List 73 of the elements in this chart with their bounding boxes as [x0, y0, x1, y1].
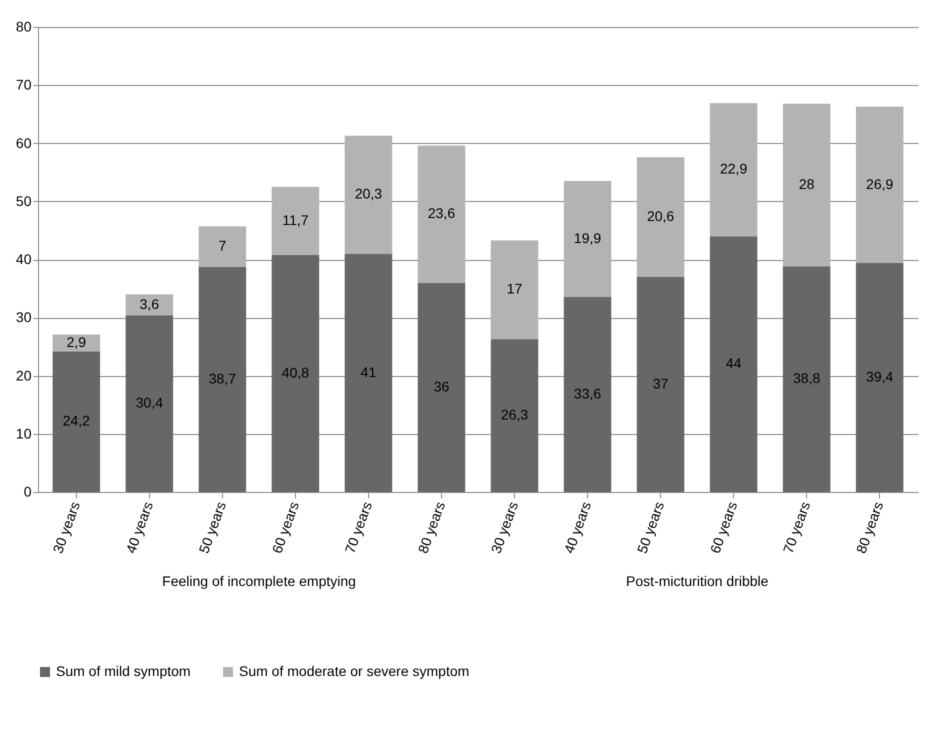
x-tick-label: 60 years [268, 499, 302, 556]
legend-label: Sum of moderate or severe symptom [239, 663, 470, 679]
x-tick-label: 50 years [196, 499, 229, 556]
data-label: 23,6 [428, 205, 456, 222]
data-label: 17 [506, 280, 523, 297]
bar [272, 186, 320, 255]
text: Feeling of incomplete emptying [162, 573, 356, 589]
data-label: 40,8 [282, 364, 310, 380]
y-tick-label: 0 [24, 484, 32, 500]
x-tick-label: 30 years [50, 499, 83, 556]
bar [710, 103, 758, 236]
data-label: 7 [218, 238, 226, 254]
data-label: 37 [652, 375, 669, 392]
bar [710, 236, 758, 492]
bar [636, 157, 684, 277]
y-tick-label: 60 [16, 134, 32, 151]
bar [198, 267, 246, 492]
bar [418, 282, 466, 492]
y-tick-label: 20 [16, 367, 32, 384]
x-tick-label: 70 years [342, 499, 376, 556]
y-tick-label: 50 [16, 192, 32, 209]
x-tick-label: 30 years [488, 499, 522, 556]
bar [344, 136, 392, 254]
y-tick-label: 30 [16, 309, 32, 326]
data-label: 3,6 [140, 296, 160, 312]
bar [272, 254, 320, 492]
bar [564, 181, 612, 297]
bar [418, 146, 466, 283]
x-tick-label: 70 years [780, 499, 814, 556]
x-tick-label: 80 years [414, 499, 448, 556]
y-tick-label: 40 [16, 251, 32, 267]
data-label: 20,3 [354, 186, 382, 202]
bar [52, 351, 100, 492]
x-tick-label: 60 years [706, 499, 740, 556]
bar [198, 226, 246, 268]
data-label: 41 [360, 364, 376, 380]
bar [636, 276, 684, 492]
bar [564, 296, 612, 492]
data-label: 36 [434, 378, 450, 394]
data-label: 44 [726, 355, 742, 372]
bar [782, 104, 830, 266]
x-tick-label: 40 years [560, 499, 594, 556]
data-label: 20,6 [646, 208, 674, 224]
data-label: 38,7 [208, 370, 236, 387]
bar [126, 294, 174, 316]
y-tick-label: 70 [16, 76, 32, 93]
bar [344, 254, 392, 492]
bar [52, 334, 100, 352]
data-label: 22,9 [720, 160, 748, 177]
y-tick-label: 10 [16, 425, 32, 442]
data-label: 33,6 [574, 385, 602, 402]
bar [490, 339, 538, 492]
bar [490, 240, 538, 340]
bar [126, 315, 174, 492]
data-label: 24,2 [62, 412, 90, 429]
x-tick-label: 40 years [122, 499, 156, 556]
data-label: 19,9 [574, 230, 602, 246]
data-label: 11,7 [282, 212, 309, 228]
bar [856, 106, 904, 263]
legend-label: Sum of mild symptom [56, 663, 191, 679]
y-tick-label: 80 [16, 18, 32, 34]
text: Post-micturition dribble [626, 573, 769, 589]
data-label: 30,4 [136, 394, 164, 411]
bar [856, 262, 904, 492]
data-label: 38,8 [793, 370, 820, 386]
data-label: 39,4 [866, 368, 894, 384]
data-label: 28 [798, 176, 815, 192]
bar [782, 266, 830, 492]
data-label: 26,9 [866, 176, 894, 192]
x-tick-label: 80 years [852, 499, 886, 556]
x-tick-label: 50 years [634, 499, 668, 556]
data-label: 26,3 [500, 406, 528, 423]
data-label: 2,9 [66, 334, 86, 350]
